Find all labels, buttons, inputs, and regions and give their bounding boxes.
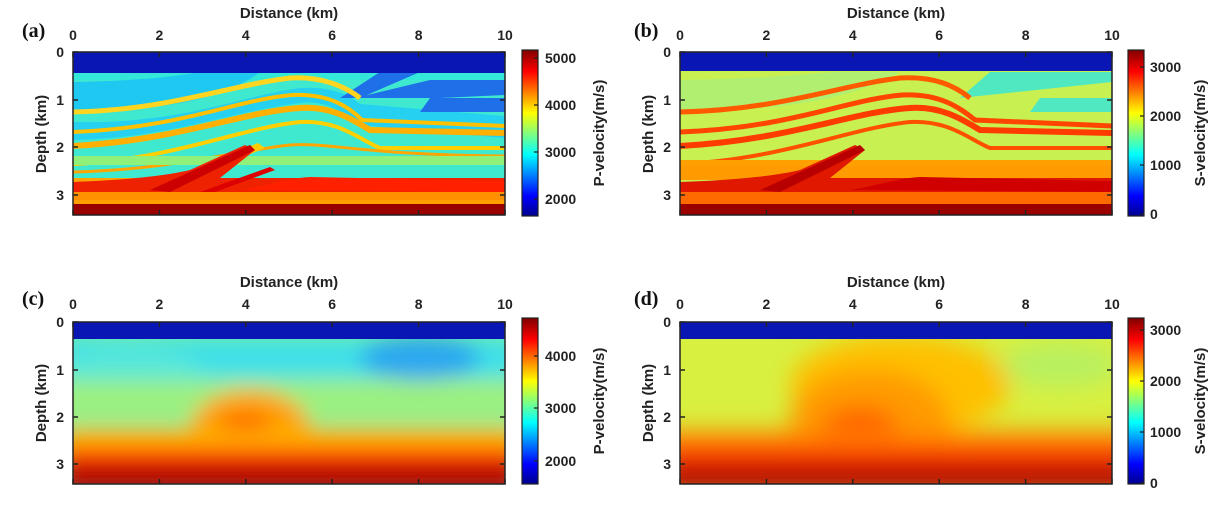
colorbar-tick-label: 1000 [1150, 157, 1181, 173]
y-ticks-c: 0 1 2 3 [56, 314, 505, 472]
y-tick-label: 2 [663, 139, 671, 155]
x-tick-label: 6 [328, 27, 336, 43]
x-tick-label: 8 [415, 27, 423, 43]
y-ticks-b: 0 1 2 3 [663, 44, 1112, 203]
x-ticks-b: 0 2 4 6 8 10 [676, 27, 1120, 215]
y-tick-label: 1 [56, 362, 64, 378]
axes-frame-a [72, 51, 506, 216]
colorbar-tick-label: 3000 [1150, 59, 1181, 75]
panel-letter-d: (d) [634, 288, 658, 310]
y-tick-label: 2 [56, 139, 64, 155]
x-axis-label-a: Distance (km) [240, 5, 338, 22]
x-tick-label: 6 [328, 296, 336, 312]
heatmap-d [680, 322, 1112, 484]
y-tick-label: 1 [663, 362, 671, 378]
colorbar-label-a: P-velocity(m/s) [591, 80, 608, 187]
x-tick-label: 4 [242, 296, 250, 312]
heatmap-b [680, 52, 1112, 215]
x-axis-label-c: Distance (km) [240, 274, 338, 291]
colorbar-tick-label: 4000 [545, 348, 576, 364]
x-tick-label: 2 [763, 27, 771, 43]
y-axis-label-a: Depth (km) [33, 95, 50, 173]
colorbar-tick-label: 3000 [1150, 322, 1181, 338]
x-tick-label: 10 [497, 296, 513, 312]
y-tick-label: 1 [663, 92, 671, 108]
panel-letter-a: (a) [22, 20, 45, 42]
x-tick-label: 0 [69, 27, 77, 43]
colorbar-label-c: P-velocity(m/s) [591, 348, 608, 455]
colorbar-tick-label: 0 [1150, 475, 1158, 491]
y-axis-label-d: Depth (km) [640, 364, 657, 442]
x-ticks-a: 0 2 4 6 8 10 [69, 27, 513, 215]
x-tick-label: 4 [849, 27, 857, 43]
y-ticks-d: 0 1 2 3 [663, 314, 1112, 472]
y-axis-label-c: Depth (km) [33, 364, 50, 442]
y-tick-label: 3 [56, 456, 64, 472]
colorbar-d: 0 1000 2000 3000 S-velocity(m/s) [1127, 317, 1209, 491]
x-tick-label: 8 [1022, 27, 1030, 43]
x-tick-label: 8 [1022, 296, 1030, 312]
colorbar-b: 0 1000 2000 3000 S-velocity(m/s) [1127, 49, 1209, 222]
axes-frame-c [72, 321, 506, 485]
x-tick-label: 10 [1104, 296, 1120, 312]
x-tick-label: 10 [497, 27, 513, 43]
axes-frame-d [679, 321, 1113, 485]
x-tick-label: 4 [849, 296, 857, 312]
colorbar-c: 2000 3000 4000 P-velocity(m/s) [521, 317, 608, 485]
x-tick-label: 6 [935, 296, 943, 312]
colorbar-tick-label: 3000 [545, 400, 576, 416]
x-ticks-d: 0 2 4 6 8 10 [676, 296, 1120, 484]
colorbar-tick-label: 2000 [1150, 373, 1181, 389]
y-tick-label: 0 [663, 314, 671, 330]
x-tick-label: 2 [763, 296, 771, 312]
colorbar-tick-label: 5000 [545, 50, 576, 66]
colorbar-tick-label: 1000 [1150, 424, 1181, 440]
panel-a: 0 2 4 6 8 10 0 1 2 3 Distance (km) Depth… [22, 5, 608, 217]
y-tick-label: 3 [56, 187, 64, 203]
colorbar-tick-label: 0 [1150, 206, 1158, 222]
colorbar-label-d: S-velocity(m/s) [1192, 348, 1209, 455]
x-tick-label: 4 [242, 27, 250, 43]
y-tick-label: 3 [663, 456, 671, 472]
heatmap-c [73, 322, 505, 484]
panel-letter-b: (b) [634, 20, 658, 42]
colorbar-tick-label: 2000 [545, 453, 576, 469]
panel-letter-c: (c) [22, 288, 44, 310]
x-ticks-c: 0 2 4 6 8 10 [69, 296, 513, 484]
colorbar-tick-label: 2000 [545, 191, 576, 207]
y-tick-label: 0 [663, 44, 671, 60]
x-axis-label-d: Distance (km) [847, 274, 945, 291]
x-axis-label-b: Distance (km) [847, 5, 945, 22]
panel-b: 0 2 4 6 8 10 0 1 2 3 Distance (km) Depth… [634, 5, 1209, 222]
y-tick-label: 0 [56, 314, 64, 330]
x-tick-label: 6 [935, 27, 943, 43]
x-tick-label: 2 [156, 296, 164, 312]
y-tick-label: 2 [56, 409, 64, 425]
y-tick-label: 2 [663, 409, 671, 425]
colorbar-label-b: S-velocity(m/s) [1192, 80, 1209, 187]
x-tick-label: 8 [415, 296, 423, 312]
y-tick-label: 0 [56, 44, 64, 60]
colorbar-a: 2000 3000 4000 5000 P-velocity(m/s) [521, 49, 608, 217]
colorbar-tick-label: 4000 [545, 97, 576, 113]
x-tick-label: 0 [69, 296, 77, 312]
x-tick-label: 0 [676, 296, 684, 312]
y-tick-label: 3 [663, 187, 671, 203]
colorbar-tick-label: 3000 [545, 144, 576, 160]
panel-c: 0 2 4 6 8 10 0 1 2 3 Distance (km) Depth… [22, 274, 608, 485]
x-tick-label: 0 [676, 27, 684, 43]
x-tick-label: 10 [1104, 27, 1120, 43]
y-tick-label: 1 [56, 92, 64, 108]
panel-d: 0 2 4 6 8 10 0 1 2 3 Distance (km) Depth… [634, 274, 1209, 491]
heatmap-a [73, 52, 505, 215]
axes-frame-b [679, 51, 1113, 216]
colorbar-tick-label: 2000 [1150, 108, 1181, 124]
y-axis-label-b: Depth (km) [640, 95, 657, 173]
y-ticks-a: 0 1 2 3 [56, 44, 505, 203]
x-tick-label: 2 [156, 27, 164, 43]
